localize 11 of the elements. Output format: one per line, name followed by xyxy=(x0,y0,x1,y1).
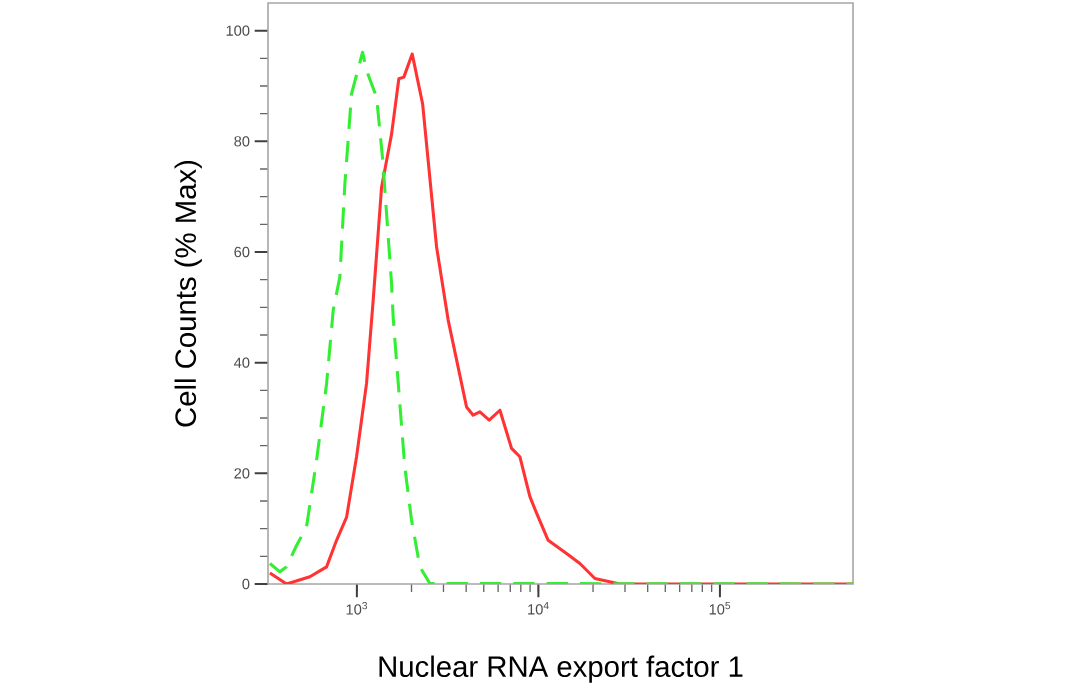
x-tick-label: 10$^{4}$ xyxy=(528,602,549,615)
y-tick-label: 60 xyxy=(234,246,250,258)
x-tick-label: 10$^{3}$ xyxy=(346,602,368,615)
y-tick-label: 0 xyxy=(242,578,250,590)
y-axis-title: Cell Counts (% Max) xyxy=(174,160,202,427)
x-tick-label: 10$^{5}$ xyxy=(709,602,731,615)
y-tick-label: 20 xyxy=(234,468,250,479)
y-tick-label: 80 xyxy=(234,136,250,147)
x-axis-title: Nuclear RNA export factor 1 xyxy=(379,655,743,683)
y-tick-label: 100 xyxy=(226,25,250,36)
y-tick-label: 40 xyxy=(234,357,250,368)
